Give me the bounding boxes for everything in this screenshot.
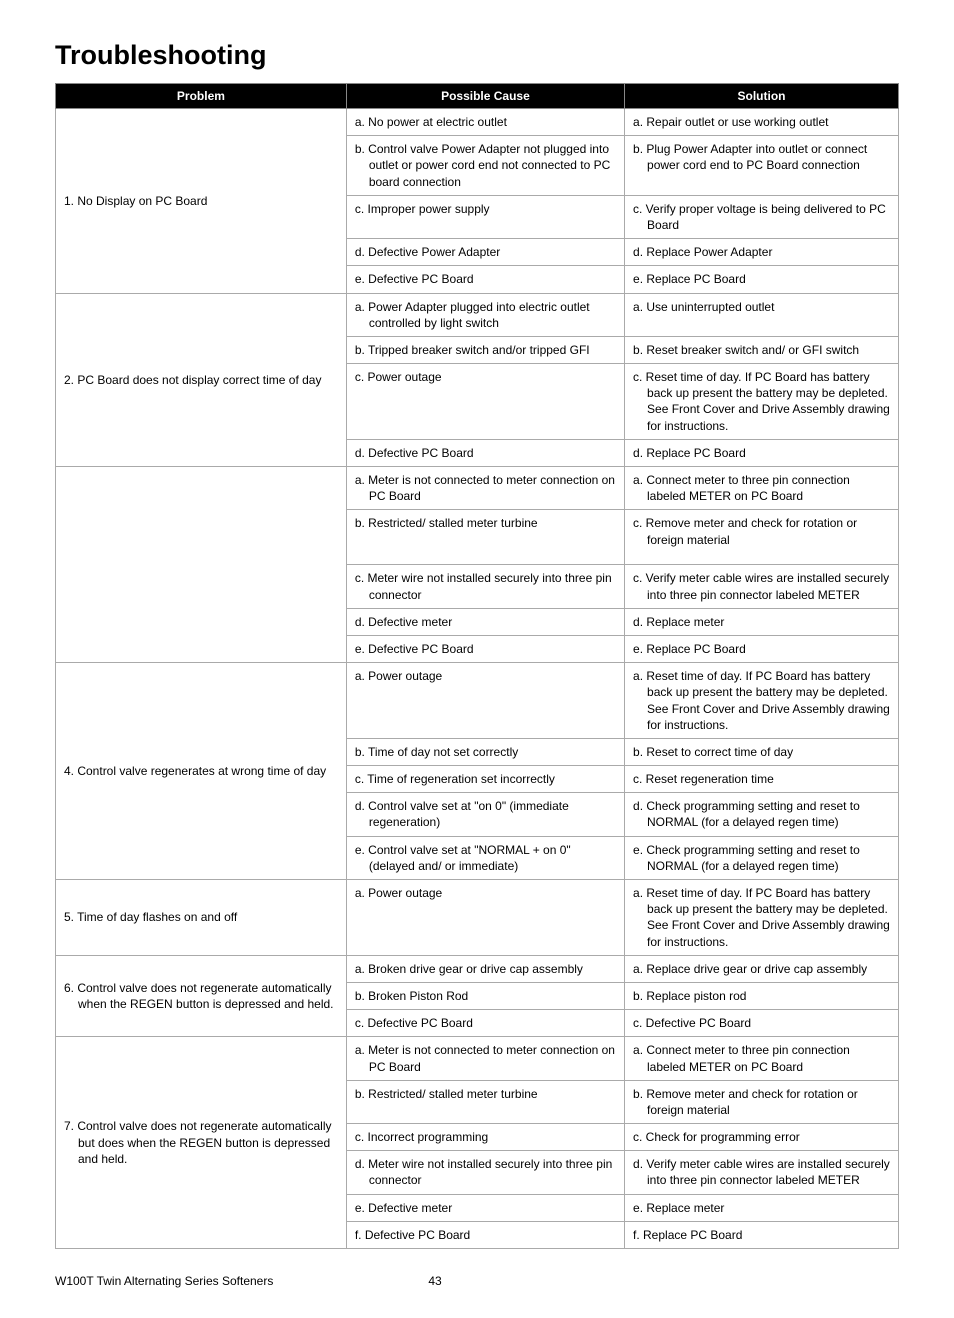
solution-cell: d. Replace meter	[625, 608, 899, 635]
page-heading: Troubleshooting	[55, 40, 899, 71]
solution-cell: e. Replace meter	[625, 1194, 899, 1221]
problem-cell: 4. Control valve regenerates at wrong ti…	[56, 663, 347, 880]
solution-cell: d. Replace PC Board	[625, 439, 899, 466]
cause-cell: c. Power outage	[346, 364, 624, 440]
page-footer: W100T Twin Alternating Series Softeners …	[55, 1274, 899, 1288]
table-row: 4. Control valve regenerates at wrong ti…	[56, 663, 899, 739]
troubleshooting-table: Problem Possible Cause Solution 1. No Di…	[55, 83, 899, 1249]
cause-cell: e. Defective PC Board	[346, 266, 624, 293]
cause-cell: c. Time of regeneration set incorrectly	[346, 766, 624, 793]
cause-cell: b. Restricted/ stalled meter turbine	[346, 1080, 624, 1123]
col-cause: Possible Cause	[346, 84, 624, 109]
problem-cell	[56, 467, 347, 663]
footer-doc-title: W100T Twin Alternating Series Softeners	[55, 1274, 273, 1288]
cause-cell: c. Improper power supply	[346, 195, 624, 238]
table-row: 6. Control valve does not regenerate aut…	[56, 955, 899, 982]
solution-cell: c. Verify meter cable wires are installe…	[625, 565, 899, 608]
solution-cell: b. Reset breaker switch and/ or GFI swit…	[625, 336, 899, 363]
solution-cell: a. Repair outlet or use working outlet	[625, 109, 899, 136]
solution-cell: c. Defective PC Board	[625, 1010, 899, 1037]
cause-cell: e. Defective meter	[346, 1194, 624, 1221]
cause-cell: a. Meter is not connected to meter conne…	[346, 467, 624, 510]
solution-cell: e. Replace PC Board	[625, 635, 899, 662]
table-row: 7. Control valve does not regenerate aut…	[56, 1037, 899, 1080]
table-row: 1. No Display on PC Board a. No power at…	[56, 109, 899, 136]
problem-cell: 1. No Display on PC Board	[56, 109, 347, 294]
cause-cell: c. Incorrect programming	[346, 1124, 624, 1151]
cause-cell: a. Power Adapter plugged into electric o…	[346, 293, 624, 336]
table-row: 2. PC Board does not display correct tim…	[56, 293, 899, 336]
cause-cell: b. Time of day not set correctly	[346, 738, 624, 765]
solution-cell: b. Plug Power Adapter into outlet or con…	[625, 136, 899, 196]
solution-cell: d. Replace Power Adapter	[625, 239, 899, 266]
solution-cell: a. Connect meter to three pin connection…	[625, 1037, 899, 1080]
solution-cell: c. Reset regeneration time	[625, 766, 899, 793]
cause-cell: b. Broken Piston Rod	[346, 982, 624, 1009]
solution-cell: d. Check programming setting and reset t…	[625, 793, 899, 836]
solution-cell: e. Replace PC Board	[625, 266, 899, 293]
cause-cell: c. Meter wire not installed securely int…	[346, 565, 624, 608]
footer-page-number: 43	[428, 1274, 441, 1288]
solution-cell: c. Remove meter and check for rotation o…	[625, 510, 899, 565]
cause-cell: b. Control valve Power Adapter not plugg…	[346, 136, 624, 196]
cause-cell: d. Control valve set at "on 0" (immediat…	[346, 793, 624, 836]
solution-cell: e. Check programming setting and reset t…	[625, 836, 899, 879]
table-row: 5. Time of day flashes on and off a. Pow…	[56, 880, 899, 956]
solution-cell: a. Replace drive gear or drive cap assem…	[625, 955, 899, 982]
cause-cell: e. Defective PC Board	[346, 635, 624, 662]
cause-cell: b. Restricted/ stalled meter turbine	[346, 510, 624, 565]
solution-cell: c. Reset time of day. If PC Board has ba…	[625, 364, 899, 440]
col-problem: Problem	[56, 84, 347, 109]
solution-cell: d. Verify meter cable wires are installe…	[625, 1151, 899, 1194]
cause-cell: d. Defective Power Adapter	[346, 239, 624, 266]
cause-cell: b. Tripped breaker switch and/or tripped…	[346, 336, 624, 363]
problem-cell: 2. PC Board does not display correct tim…	[56, 293, 347, 467]
cause-cell: a. No power at electric outlet	[346, 109, 624, 136]
problem-cell: 6. Control valve does not regenerate aut…	[56, 955, 347, 1037]
cause-cell: a. Power outage	[346, 663, 624, 739]
cause-cell: a. Power outage	[346, 880, 624, 956]
problem-cell: 5. Time of day flashes on and off	[56, 880, 347, 956]
solution-cell: a. Reset time of day. If PC Board has ba…	[625, 663, 899, 739]
solution-cell: b. Reset to correct time of day	[625, 738, 899, 765]
cause-cell: d. Meter wire not installed securely int…	[346, 1151, 624, 1194]
cause-cell: a. Meter is not connected to meter conne…	[346, 1037, 624, 1080]
solution-cell: c. Verify proper voltage is being delive…	[625, 195, 899, 238]
table-row: a. Meter is not connected to meter conne…	[56, 467, 899, 510]
col-solution: Solution	[625, 84, 899, 109]
solution-cell: a. Connect meter to three pin connection…	[625, 467, 899, 510]
solution-cell: b. Remove meter and check for rotation o…	[625, 1080, 899, 1123]
solution-cell: b. Replace piston rod	[625, 982, 899, 1009]
solution-cell: c. Check for programming error	[625, 1124, 899, 1151]
cause-cell: d. Defective meter	[346, 608, 624, 635]
cause-cell: c. Defective PC Board	[346, 1010, 624, 1037]
cause-cell: d. Defective PC Board	[346, 439, 624, 466]
cause-cell: a. Broken drive gear or drive cap assemb…	[346, 955, 624, 982]
solution-cell: a. Reset time of day. If PC Board has ba…	[625, 880, 899, 956]
solution-cell: a. Use uninterrupted outlet	[625, 293, 899, 336]
cause-cell: e. Control valve set at "NORMAL + on 0" …	[346, 836, 624, 879]
problem-cell: 7. Control valve does not regenerate aut…	[56, 1037, 347, 1249]
